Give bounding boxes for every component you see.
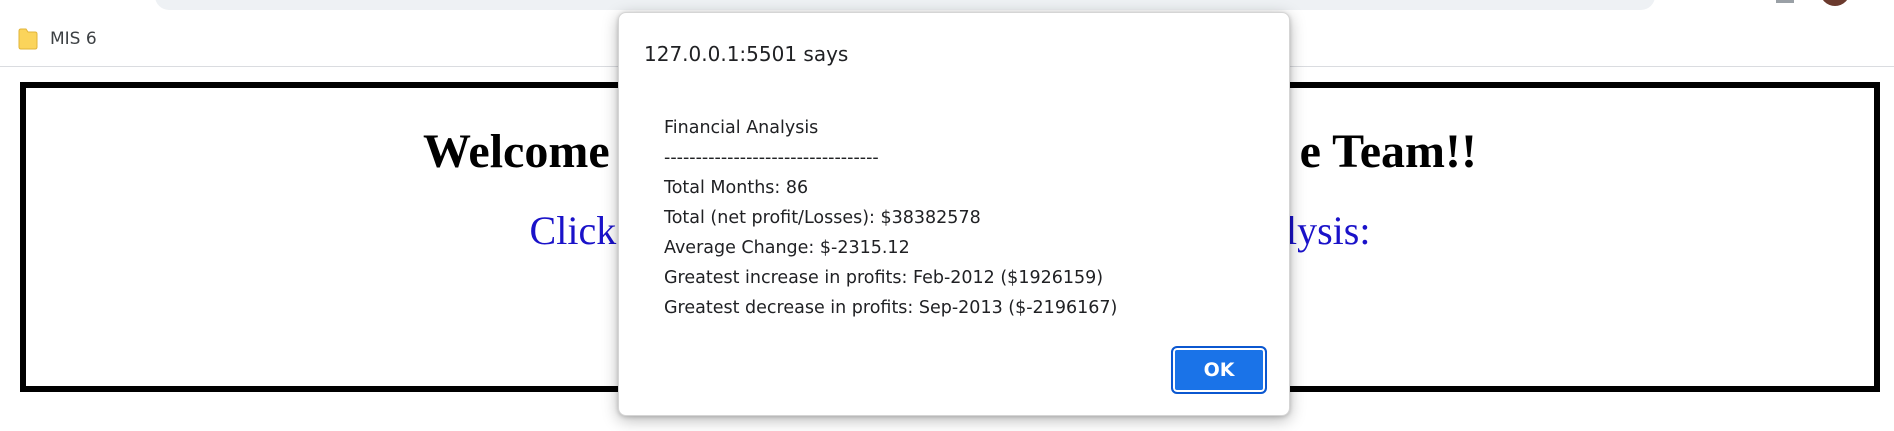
- folder-icon: [18, 28, 38, 50]
- alert-line: Total (net profit/Losses): $38382578: [664, 208, 981, 228]
- alert-dialog: 127.0.0.1:5501 says Financial Analysis -…: [618, 12, 1290, 416]
- alert-title: 127.0.0.1:5501 says: [644, 42, 849, 66]
- alert-line: ----------------------------------: [664, 148, 879, 168]
- page-title-left: Welcome: [423, 125, 610, 178]
- alert-message: Financial Analysis ---------------------…: [664, 113, 1264, 323]
- ok-button[interactable]: OK: [1171, 346, 1267, 394]
- address-bar[interactable]: [155, 0, 1655, 10]
- alert-line: Greatest decrease in profits: Sep-2013 (…: [664, 298, 1118, 318]
- extensions-icon[interactable]: [1776, 0, 1794, 3]
- page-title: Welcome e Team!!: [26, 125, 1874, 179]
- bookmark-folder-mis6[interactable]: MIS 6: [18, 26, 97, 52]
- page-subtitle-left: Click: [529, 207, 617, 253]
- avatar[interactable]: [1820, 0, 1850, 6]
- alert-line: Financial Analysis: [664, 118, 819, 138]
- page-title-right: e Team!!: [1299, 125, 1477, 178]
- alert-line: Average Change: $-2315.12: [664, 238, 910, 258]
- alert-line: Total Months: 86: [664, 178, 809, 198]
- bookmark-label: MIS 6: [50, 29, 97, 49]
- alert-line: Greatest increase in profits: Feb-2012 (…: [664, 268, 1104, 288]
